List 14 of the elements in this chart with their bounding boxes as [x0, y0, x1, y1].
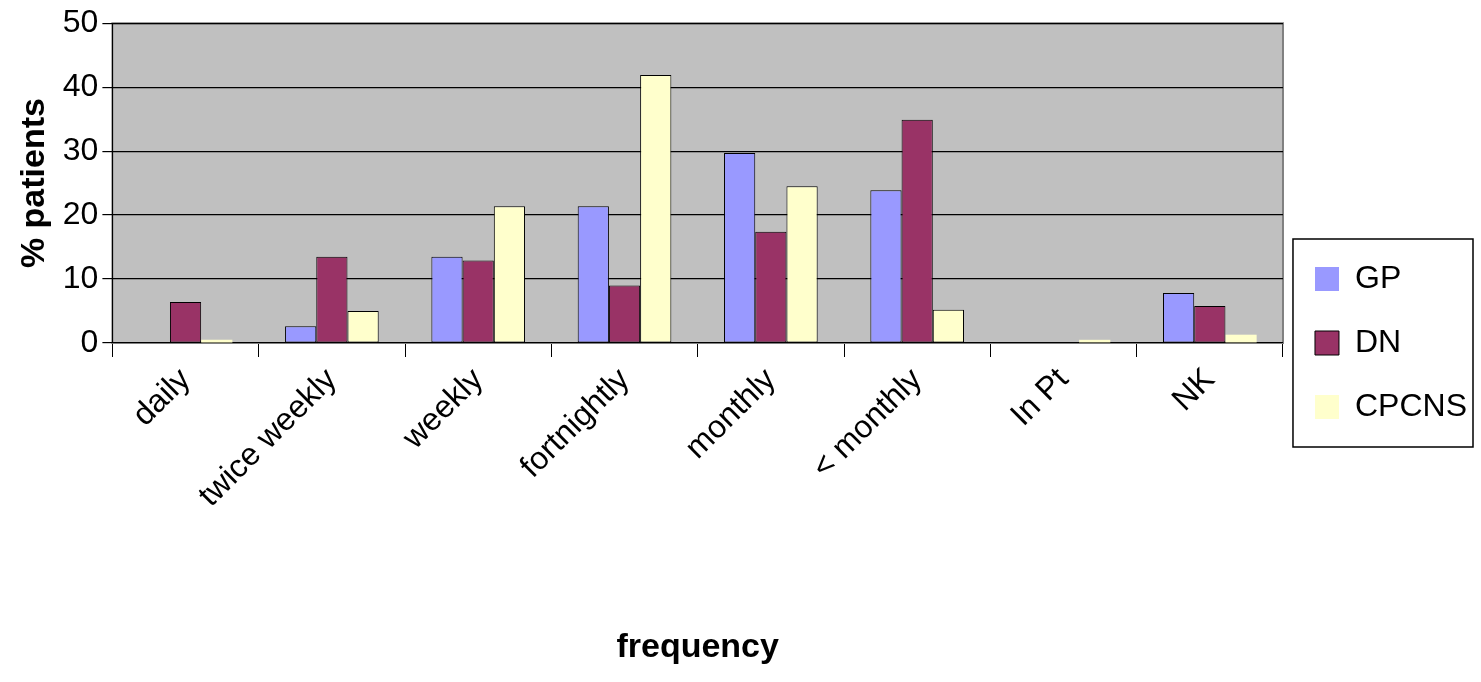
y-axis-title: % patients: [12, 98, 51, 269]
x-tick-label: NK: [1164, 360, 1222, 418]
y-tick-label: 20: [62, 194, 99, 231]
x-axis-title: frequency: [616, 625, 780, 664]
legend-label: GP: [1354, 258, 1402, 295]
x-tick-label: In Pt: [1002, 360, 1075, 433]
legend-label: DN: [1354, 322, 1402, 359]
legend-label: CPCNS: [1354, 386, 1467, 423]
bar: [1225, 334, 1257, 343]
y-tick-label: 30: [62, 130, 99, 167]
y-tick-label: 10: [62, 258, 99, 295]
y-tick-label: 40: [62, 66, 99, 103]
y-tick-label: 0: [80, 322, 99, 359]
y-tick-label: 50: [62, 3, 99, 40]
